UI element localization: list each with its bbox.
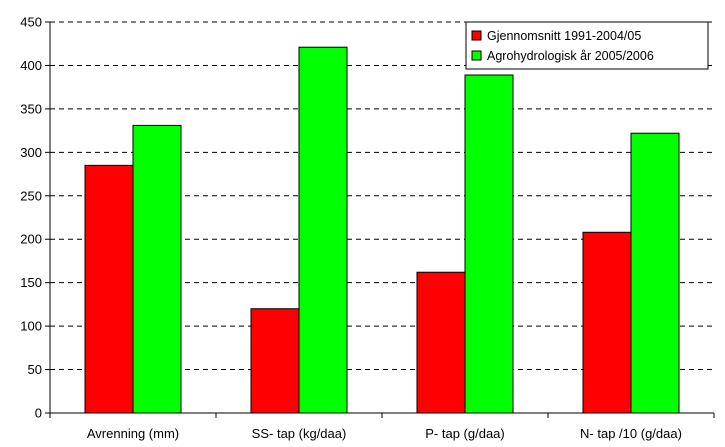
y-tick-label: 250 <box>20 188 42 203</box>
bars <box>84 46 680 414</box>
x-axis-ticks: Avrenning (mm) SS- tap (kg/daa) P- tap (g/… <box>49 413 715 441</box>
x-category-label: SS- tap (kg/daa) <box>252 426 347 441</box>
x-category-label: P- tap (g/daa) <box>425 426 505 441</box>
y-tick-label: 150 <box>20 275 42 290</box>
x-category-label: N- tap /10 (g/daa) <box>580 426 682 441</box>
bar <box>250 308 300 414</box>
legend-label: Agrohydrologisk år 2005/2006 <box>487 49 654 63</box>
y-tick-label: 300 <box>20 145 42 160</box>
x-category-label: Avrenning (mm) <box>87 426 179 441</box>
bar <box>298 46 348 414</box>
bar <box>464 74 514 414</box>
bar <box>582 231 632 414</box>
y-tick-label: 200 <box>20 232 42 247</box>
y-tick-label: 50 <box>28 362 42 377</box>
y-tick-label: 0 <box>35 406 42 421</box>
bar <box>132 124 182 414</box>
y-tick-label: 400 <box>20 58 42 73</box>
bar <box>416 271 466 414</box>
bar <box>630 132 680 414</box>
legend-box <box>465 21 709 70</box>
legend-swatch <box>471 30 482 41</box>
legend-swatch <box>471 50 482 61</box>
bar <box>84 164 134 414</box>
legend-label: Gjennomsnitt 1991-2004/05 <box>487 29 641 43</box>
y-tick-label: 350 <box>20 101 42 116</box>
y-tick-label: 100 <box>20 319 42 334</box>
legend: Gjennomsnitt 1991-2004/05 Agrohydrologisk… <box>465 21 709 70</box>
y-tick-label: 450 <box>20 15 42 30</box>
y-axis-ticks: 0 50 100 150 200 250 300 350 400 450 <box>20 15 50 421</box>
